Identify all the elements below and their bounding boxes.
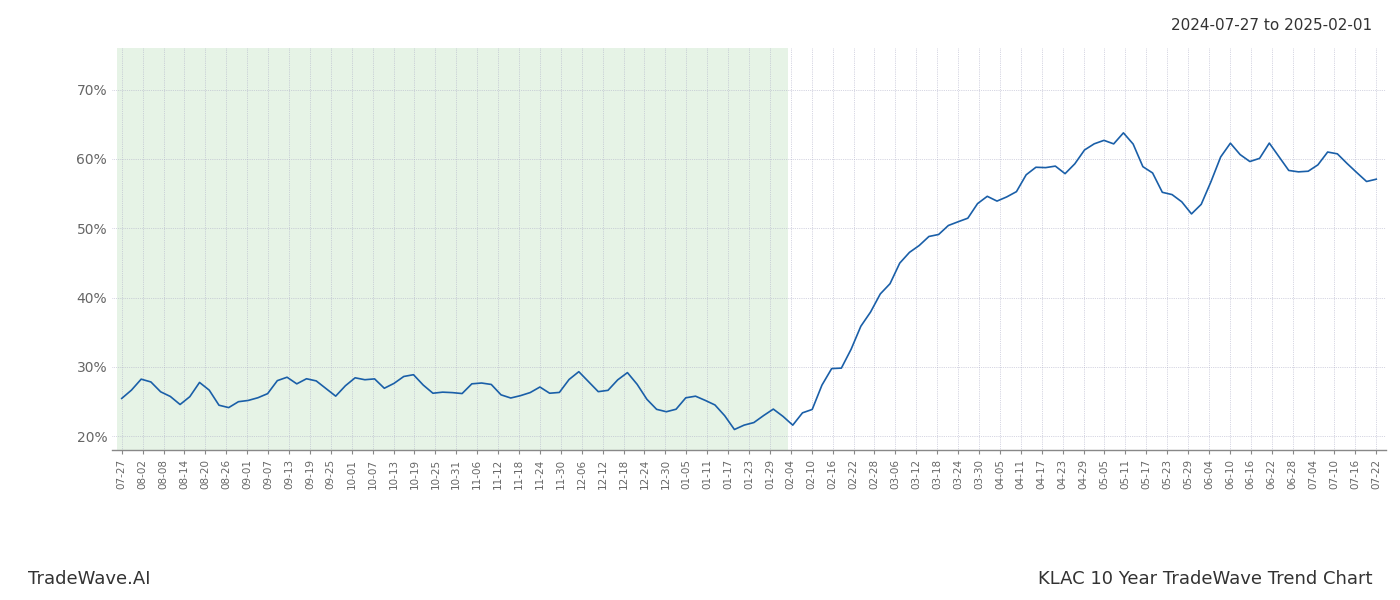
Text: KLAC 10 Year TradeWave Trend Chart: KLAC 10 Year TradeWave Trend Chart [1037, 570, 1372, 588]
Text: 2024-07-27 to 2025-02-01: 2024-07-27 to 2025-02-01 [1170, 18, 1372, 33]
Text: TradeWave.AI: TradeWave.AI [28, 570, 151, 588]
Bar [116, 48, 788, 450]
